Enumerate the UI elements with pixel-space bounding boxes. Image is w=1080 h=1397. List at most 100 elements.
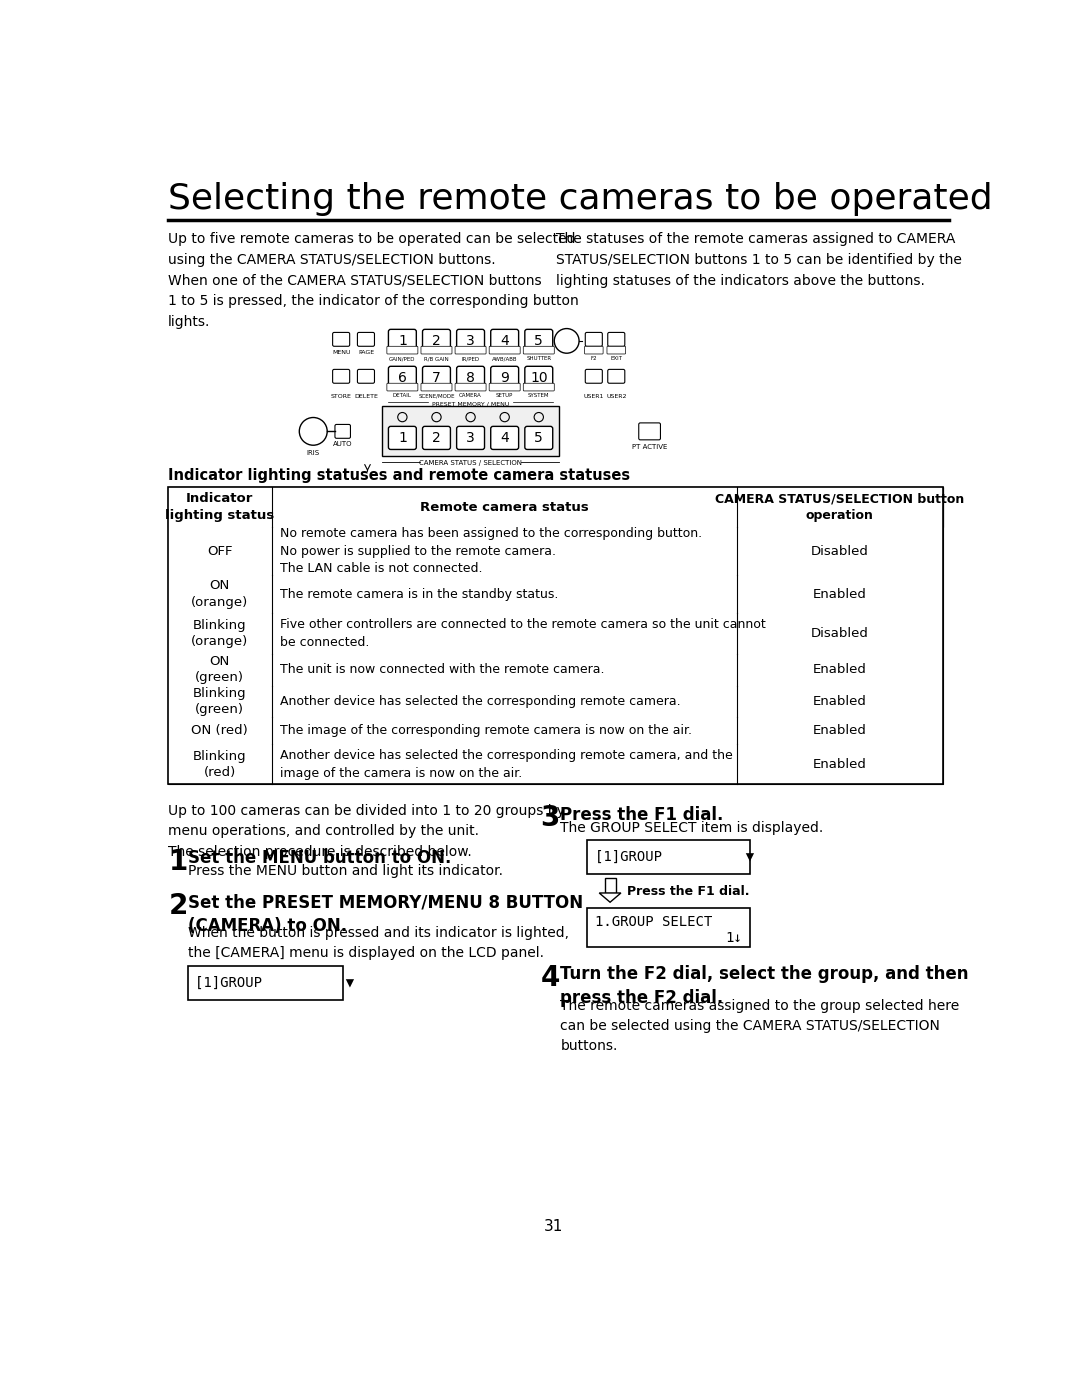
Bar [586, 840, 750, 873]
Text: PAGE: PAGE [357, 351, 374, 355]
Text: Press the F1 dial.: Press the F1 dial. [627, 884, 750, 898]
FancyBboxPatch shape [421, 346, 451, 353]
Text: Enabled: Enabled [813, 588, 867, 601]
Text: 9: 9 [500, 370, 509, 384]
FancyBboxPatch shape [490, 426, 518, 450]
Text: When the button is pressed and its indicator is lighted,
the [CAMERA] menu is di: When the button is pressed and its indic… [188, 926, 569, 960]
Text: MENU: MENU [332, 351, 350, 355]
FancyBboxPatch shape [333, 332, 350, 346]
Text: Disabled: Disabled [811, 545, 868, 557]
Text: IRIS: IRIS [307, 450, 320, 455]
Bar [167, 717, 943, 745]
Text: DELETE: DELETE [354, 394, 378, 400]
Bar [188, 967, 342, 1000]
Text: CAMERA STATUS/SELECTION button
operation: CAMERA STATUS/SELECTION button operation [715, 493, 964, 522]
Text: ON
(orange): ON (orange) [191, 580, 248, 609]
Text: 7: 7 [432, 370, 441, 384]
Text: Up to five remote cameras to be operated can be selected
using the CAMERA STATUS: Up to five remote cameras to be operated… [167, 232, 578, 328]
FancyBboxPatch shape [638, 423, 661, 440]
Text: GAIN/PED: GAIN/PED [389, 356, 416, 360]
Text: Indicator lighting statuses and remote camera statuses: Indicator lighting statuses and remote c… [167, 468, 630, 483]
Text: The remote cameras assigned to the group selected here
can be selected using the: The remote cameras assigned to the group… [561, 999, 960, 1053]
FancyBboxPatch shape [585, 369, 603, 383]
Text: PT ACTIVE: PT ACTIVE [632, 444, 667, 450]
Text: 5: 5 [535, 430, 543, 444]
Text: 3: 3 [467, 430, 475, 444]
Text: IR/PED: IR/PED [461, 356, 480, 360]
Bar [167, 576, 943, 613]
Text: DETAIL: DETAIL [393, 393, 411, 398]
Text: 4: 4 [500, 430, 509, 444]
Text: Enabled: Enabled [813, 759, 867, 771]
FancyBboxPatch shape [455, 346, 486, 353]
Text: Turn the F2 dial, select the group, and then
press the F2 dial.: Turn the F2 dial, select the group, and … [561, 965, 969, 1007]
Text: 4: 4 [500, 334, 509, 348]
FancyBboxPatch shape [389, 330, 416, 352]
Text: ON
(green): ON (green) [195, 655, 244, 685]
Text: Up to 100 cameras can be divided into 1 to 20 groups by
menu operations, and con: Up to 100 cameras can be divided into 1 … [167, 805, 565, 859]
FancyBboxPatch shape [524, 383, 554, 391]
Text: Enabled: Enabled [813, 694, 867, 708]
Text: Indicator
lighting status: Indicator lighting status [165, 492, 274, 522]
FancyBboxPatch shape [335, 425, 350, 439]
Text: Another device has selected the corresponding remote camera, and the
image of th: Another device has selected the correspo… [280, 749, 732, 780]
FancyBboxPatch shape [524, 346, 554, 353]
FancyBboxPatch shape [525, 330, 553, 352]
Bar [167, 686, 943, 717]
Text: CAMERA STATUS / SELECTION: CAMERA STATUS / SELECTION [419, 461, 522, 467]
Text: AWB/ABB: AWB/ABB [491, 356, 517, 360]
FancyBboxPatch shape [584, 346, 603, 353]
Text: 1↓: 1↓ [725, 930, 742, 944]
Text: 1.GROUP SELECT: 1.GROUP SELECT [595, 915, 712, 929]
Text: ON (red): ON (red) [191, 724, 248, 738]
Text: 5: 5 [535, 334, 543, 348]
Text: Set the PRESET MEMORY/MENU 8 BUTTON
(CAMERA) to ON.: Set the PRESET MEMORY/MENU 8 BUTTON (CAM… [188, 894, 583, 936]
Text: Blinking
(green): Blinking (green) [193, 686, 246, 717]
Text: The remote camera is in the standby status.: The remote camera is in the standby stat… [280, 588, 558, 601]
Bar [167, 488, 943, 527]
Text: 31: 31 [544, 1218, 563, 1234]
Text: 3: 3 [540, 805, 559, 833]
FancyBboxPatch shape [422, 426, 450, 450]
Text: Another device has selected the corresponding remote camera.: Another device has selected the correspo… [280, 694, 680, 708]
Bar [167, 488, 943, 784]
Text: Five other controllers are connected to the remote camera so the unit cannot
be : Five other controllers are connected to … [280, 619, 766, 648]
Text: Enabled: Enabled [813, 664, 867, 676]
Text: Disabled: Disabled [811, 627, 868, 640]
Text: F2: F2 [591, 356, 597, 360]
FancyBboxPatch shape [387, 346, 418, 353]
Text: 2: 2 [432, 334, 441, 348]
Text: STORE: STORE [330, 394, 352, 400]
Text: 3: 3 [467, 334, 475, 348]
Text: SHUTTER: SHUTTER [526, 356, 551, 360]
Text: [1]GROUP          ▼: [1]GROUP ▼ [595, 849, 754, 863]
FancyBboxPatch shape [333, 369, 350, 383]
Text: 2: 2 [170, 893, 189, 921]
FancyBboxPatch shape [607, 346, 625, 353]
Text: USER2: USER2 [606, 394, 626, 400]
Text: 1: 1 [397, 430, 407, 444]
Text: The unit is now connected with the remote camera.: The unit is now connected with the remot… [280, 664, 605, 676]
FancyBboxPatch shape [387, 383, 418, 391]
Text: Selecting the remote cameras to be operated: Selecting the remote cameras to be opera… [167, 182, 993, 215]
Text: 6: 6 [397, 370, 407, 384]
Text: 8: 8 [467, 370, 475, 384]
FancyBboxPatch shape [585, 332, 603, 346]
Text: [1]GROUP          ▼: [1]GROUP ▼ [195, 977, 354, 990]
Text: 2: 2 [432, 430, 441, 444]
Text: Blinking
(orange): Blinking (orange) [191, 619, 248, 648]
Text: The image of the corresponding remote camera is now on the air.: The image of the corresponding remote ca… [280, 724, 692, 738]
Text: OFF: OFF [207, 545, 232, 557]
FancyBboxPatch shape [422, 330, 450, 352]
FancyBboxPatch shape [357, 369, 375, 383]
Text: EXIT: EXIT [610, 356, 622, 360]
Polygon shape [599, 893, 621, 902]
Bar [167, 745, 943, 784]
Text: Press the MENU button and light its indicator.: Press the MENU button and light its indi… [188, 865, 502, 879]
Bar [167, 613, 943, 654]
FancyBboxPatch shape [489, 346, 521, 353]
Text: SETUP: SETUP [496, 393, 513, 398]
FancyBboxPatch shape [455, 383, 486, 391]
FancyBboxPatch shape [489, 383, 521, 391]
FancyBboxPatch shape [421, 383, 451, 391]
